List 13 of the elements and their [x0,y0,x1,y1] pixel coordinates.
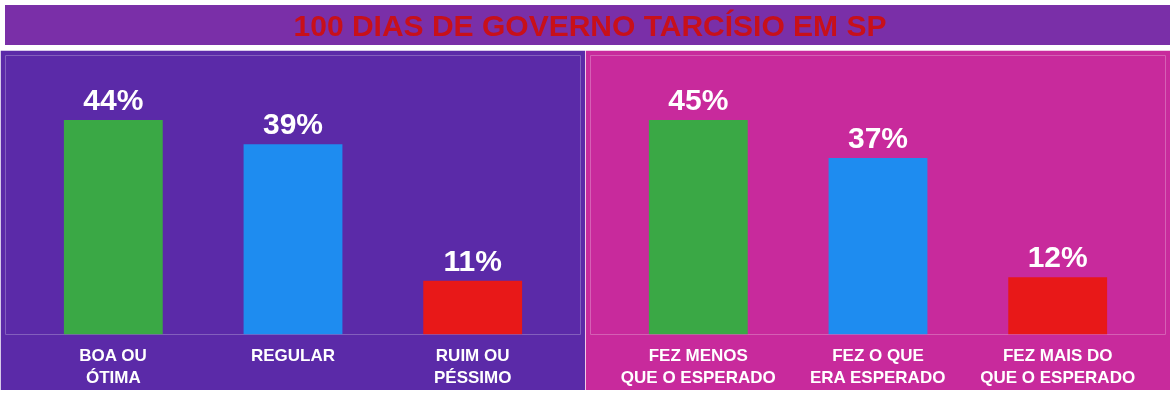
data-label: 44% [83,82,144,116]
x-tick-label: RUIM OU PÉSSIMO [433,345,512,388]
data-label: 37% [847,121,909,155]
x-tick-label: REGULAR [250,345,336,365]
data-label: 45% [668,82,729,116]
x-tick-label: BOA OU ÓTIMA [79,345,147,388]
x-tick-label: FEZ O QUE ERA ESPERADO [809,345,946,388]
data-label: 12% [1027,240,1088,274]
x-tick-label: FEZ MENOS QUE O ESPERADO [620,345,776,388]
x-tick-label: FEZ MAIS DO QUE O ESPERADO [980,345,1136,388]
chart-title: 100 DIAS DE GOVERNO TARCÍSIO EM SP [293,8,887,44]
data-label: 11% [443,243,502,277]
data-label: 39% [262,107,324,141]
